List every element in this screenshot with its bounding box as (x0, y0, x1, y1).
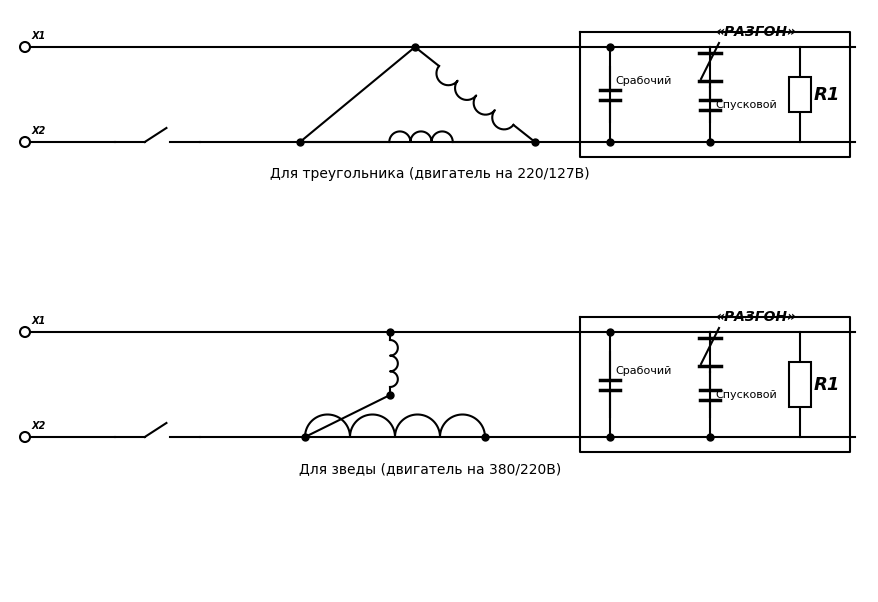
Text: X2: X2 (32, 126, 47, 136)
Circle shape (20, 432, 30, 442)
Text: «РАЗГОН»: «РАЗГОН» (714, 25, 795, 39)
Circle shape (20, 42, 30, 52)
Text: Для треугольника (двигатель на 220/127В): Для треугольника (двигатель на 220/127В) (270, 167, 589, 181)
Bar (788, 362, 810, 407)
Text: Спусковой: Спусковой (714, 389, 776, 400)
Bar (788, 77, 810, 112)
Text: X1: X1 (32, 316, 47, 326)
Text: R1: R1 (813, 376, 839, 394)
Text: Срабочий: Срабочий (615, 367, 671, 376)
Text: Срабочий: Срабочий (615, 76, 671, 87)
Text: «РАЗГОН»: «РАЗГОН» (714, 310, 795, 324)
Text: R1: R1 (813, 85, 839, 104)
Circle shape (20, 137, 30, 147)
Text: Спусковой: Спусковой (714, 99, 776, 110)
Text: Для зведы (двигатель на 380/220В): Для зведы (двигатель на 380/220В) (299, 462, 560, 476)
Text: X2: X2 (32, 421, 47, 431)
Circle shape (20, 327, 30, 337)
Text: X1: X1 (32, 31, 47, 41)
